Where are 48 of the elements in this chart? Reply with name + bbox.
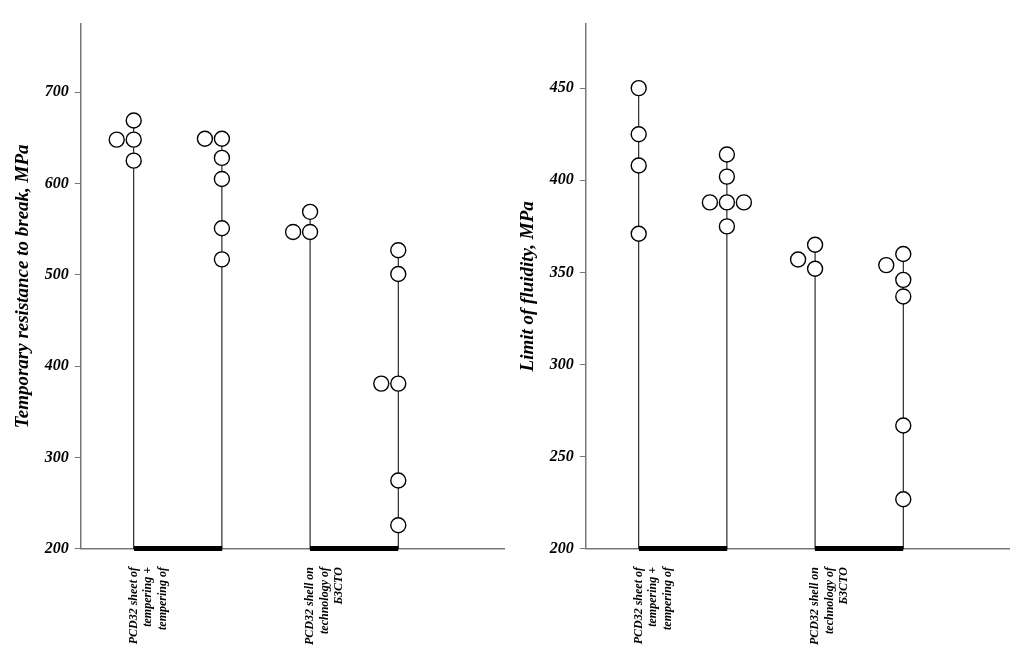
point: [390, 265, 407, 283]
point: [895, 245, 912, 263]
point: [630, 126, 647, 143]
point: [213, 130, 231, 147]
x-tick-label: PCD32 sheet of tempering + tempering of: [630, 565, 674, 645]
point: [718, 146, 736, 163]
point: [213, 220, 231, 237]
point: [630, 225, 647, 242]
y-axis-title: Temporary resistance to break, MPa: [11, 143, 33, 429]
point: [718, 218, 736, 235]
y-axis-title: Limit of fluidity, MPa: [516, 200, 538, 373]
y-tick-label: 400: [43, 356, 69, 374]
y-tick-label: 300: [43, 447, 69, 465]
y-tick-label: 700: [44, 82, 69, 100]
point: [806, 236, 824, 254]
point: [630, 157, 647, 174]
point: [390, 242, 407, 259]
y-tick-label: 400: [548, 170, 574, 188]
point: [718, 168, 736, 185]
point: [718, 194, 736, 211]
y-tick-label: 200: [43, 539, 69, 557]
point: [895, 417, 912, 434]
y-tick-label: 450: [548, 78, 574, 96]
point: [125, 112, 142, 129]
point: [895, 491, 912, 508]
point: [630, 79, 647, 97]
point: [213, 251, 231, 268]
point: [213, 149, 231, 167]
point: [390, 375, 407, 392]
point: [895, 271, 912, 289]
point: [895, 288, 912, 305]
point: [301, 203, 319, 221]
point: [213, 170, 231, 188]
x-tick-label: PCD32 sheet of tempering + tempering of: [125, 565, 169, 645]
point: [806, 260, 824, 277]
y-tick-label: 500: [44, 265, 69, 283]
x-tick-label: PCD32 shell on technology of Б3СТО: [807, 565, 850, 645]
point: [125, 152, 142, 169]
y-tick-label: 200: [548, 539, 574, 557]
x-tick-label: PCD32 shell on technology of Б3СТО: [302, 565, 345, 645]
point: [301, 223, 319, 241]
y-tick-label: 350: [548, 262, 574, 280]
point: [390, 472, 407, 489]
point: [390, 517, 407, 534]
point: [125, 131, 142, 148]
y-tick-label: 300: [548, 354, 574, 372]
y-tick-label: 600: [44, 173, 69, 191]
y-tick-label: 250: [548, 446, 574, 464]
